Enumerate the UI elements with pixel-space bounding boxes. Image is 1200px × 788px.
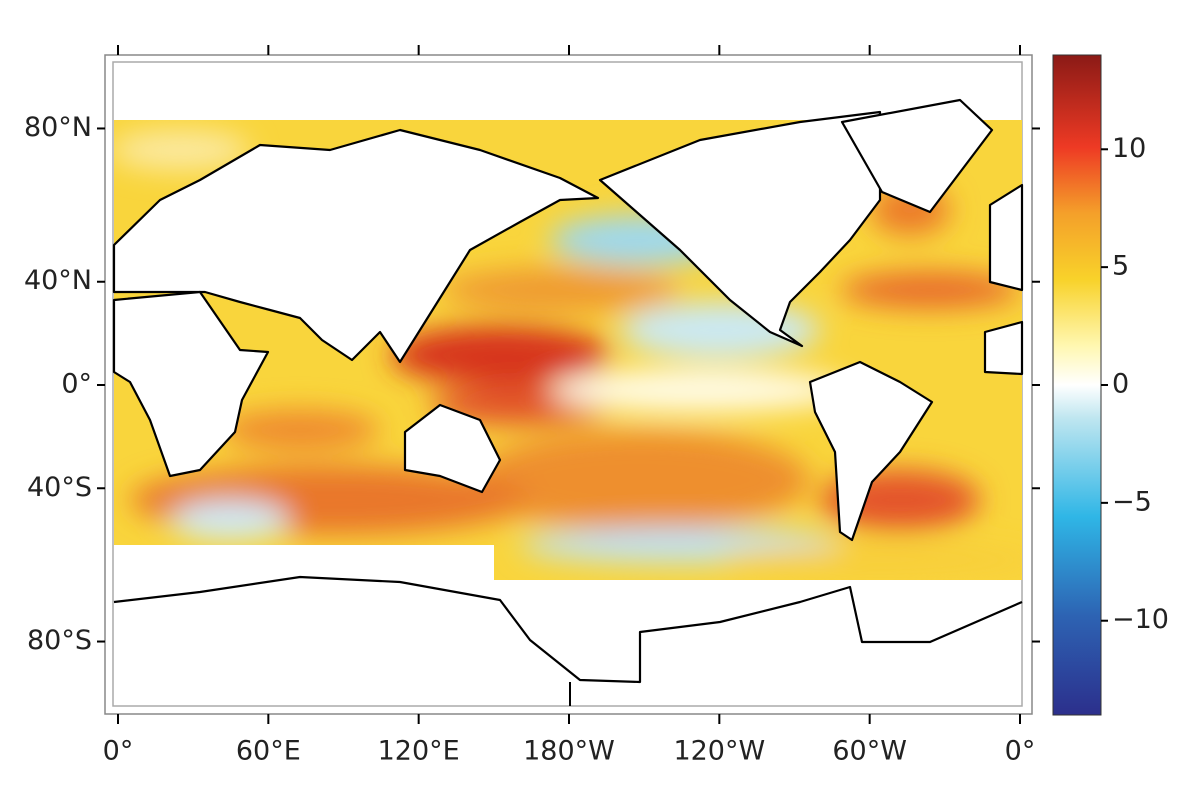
- x-tick-label: 0°: [103, 736, 134, 767]
- x-tick-label: 180°W: [523, 736, 615, 767]
- y-tick-label: 40°N: [24, 265, 92, 296]
- colorbar: [1052, 54, 1102, 716]
- x-tick-label: 60°W: [832, 736, 907, 767]
- x-tick-label: 120°E: [378, 736, 460, 767]
- colorbar-tick-label: −5: [1112, 486, 1152, 517]
- map-area: [104, 54, 1033, 715]
- y-tick-label: 0°: [61, 369, 92, 400]
- y-tick-label: 80°S: [27, 625, 92, 656]
- y-tick-label: 40°S: [27, 472, 92, 503]
- colorbar-tick-label: 0: [1112, 369, 1129, 400]
- x-tick-label: 120°W: [673, 736, 765, 767]
- x-tick-label: 0°: [1005, 736, 1036, 767]
- colorbar-tick-label: −10: [1112, 604, 1169, 635]
- x-tick-label: 60°E: [236, 736, 301, 767]
- colorbar-tick-label: 10: [1112, 133, 1146, 164]
- y-tick-label: 80°N: [24, 112, 92, 143]
- coastlines: [112, 98, 1024, 706]
- colorbar-tick-label: 5: [1112, 251, 1129, 282]
